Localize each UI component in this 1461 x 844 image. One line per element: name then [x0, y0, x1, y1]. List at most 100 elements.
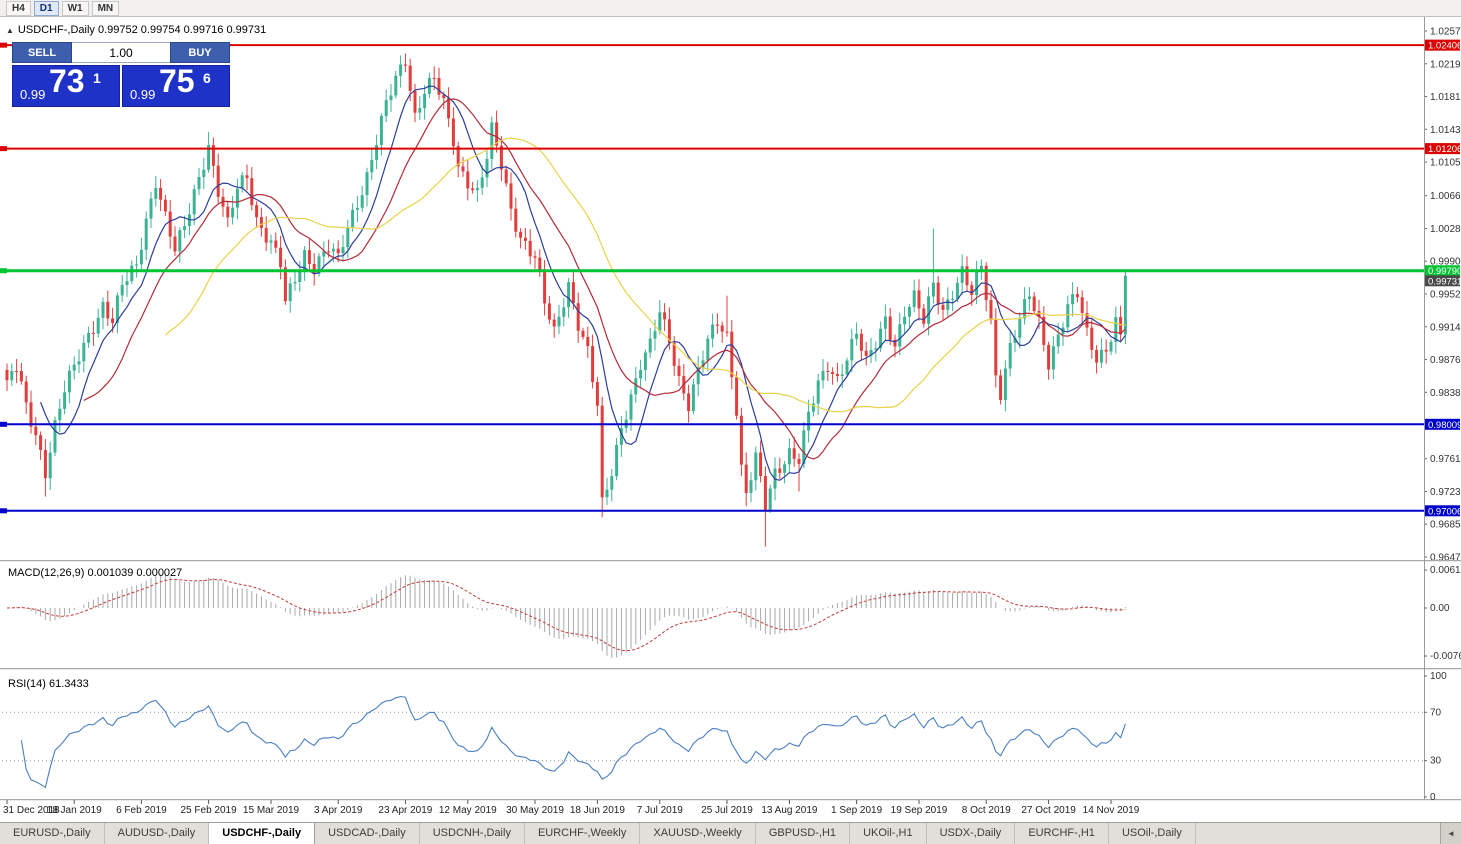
collapse-panel-icon[interactable]: ▲ — [6, 26, 14, 35]
svg-text:19 Sep 2019: 19 Sep 2019 — [891, 805, 948, 816]
svg-text:-0.007612: -0.007612 — [1430, 651, 1461, 662]
timeframe-button-h4[interactable]: H4 — [6, 0, 31, 16]
chart-tab-eurchf[interactable]: EURCHF-,Weekly — [525, 823, 641, 844]
volume-input[interactable]: 1.00 — [72, 42, 170, 63]
bid-big-digits: 73 — [49, 63, 85, 99]
svg-text:0.00: 0.00 — [1430, 603, 1450, 614]
chart-tab-usdcnh[interactable]: USDCNH-,Daily — [420, 823, 525, 844]
svg-text:30 May 2019: 30 May 2019 — [506, 805, 564, 816]
svg-text:31 Dec 2018: 31 Dec 2018 — [3, 805, 60, 816]
chart-ohlc-info: ▲ USDCHF-,Daily 0.99752 0.99754 0.99716 0… — [6, 24, 266, 36]
hlines-layer[interactable] — [0, 42, 1424, 514]
svg-text:70: 70 — [1430, 707, 1442, 718]
spinner-down-icon[interactable] — [161, 51, 167, 57]
svg-text:30: 30 — [1430, 756, 1442, 767]
macd-label: MACD(12,26,9) 0.001039 0.000027 — [8, 567, 182, 579]
bid-prefix: 0.99 — [20, 87, 46, 102]
price-tags[interactable]: 1.02406 1.01206 0.99790 0.98009 0.97006 0.997… — [1425, 39, 1461, 518]
svg-text:23 Apr 2019: 23 Apr 2019 — [378, 805, 432, 816]
timeframe-button-mn[interactable]: MN — [91, 0, 120, 16]
svg-text:25 Jul 2019: 25 Jul 2019 — [701, 805, 753, 816]
line-left-handle — [0, 268, 7, 274]
bid-pip-digit: 1 — [93, 70, 101, 86]
svg-text:100: 100 — [1430, 671, 1447, 682]
chart-ohlc-values: 0.99752 0.99754 0.99716 0.99731 — [97, 24, 267, 36]
svg-text:8 Oct 2019: 8 Oct 2019 — [962, 805, 1011, 816]
svg-text:1.01050: 1.01050 — [1430, 158, 1461, 169]
svg-text:12 May 2019: 12 May 2019 — [439, 805, 497, 816]
sell-button[interactable]: SELL — [12, 42, 72, 63]
ask-price-button[interactable]: 0.99 75 6 — [122, 63, 230, 107]
svg-text:0.99731: 0.99731 — [1428, 276, 1461, 287]
timeframe-toolbar: H4 D1 W1 MN — [0, 0, 1461, 17]
bid-price-button[interactable]: 0.99 73 1 — [12, 63, 120, 107]
svg-text:15 Mar 2019: 15 Mar 2019 — [243, 805, 300, 816]
chart-tab-bar: EURUSD-,Daily AUDUSD-,Daily USDCHF-,Daily U… — [0, 822, 1461, 844]
macd-signal-line — [6, 578, 1126, 652]
volume-spinner[interactable] — [161, 45, 167, 57]
rsi-label: RSI(14) 61.3433 — [8, 678, 89, 690]
chart-tab-usdchf[interactable]: USDCHF-,Daily — [209, 823, 316, 844]
ask-big-digits: 75 — [159, 63, 195, 99]
svg-text:25 Feb 2019: 25 Feb 2019 — [181, 805, 238, 816]
svg-text:1.02406: 1.02406 — [1428, 41, 1461, 52]
one-click-trading-panel: SELL 1.00 BUY 0.99 73 1 0.99 75 6 — [12, 42, 230, 107]
chart-symbol-period: USDCHF-,Daily — [17, 24, 95, 36]
svg-text:3 Apr 2019: 3 Apr 2019 — [314, 805, 363, 816]
svg-text:0.98009: 0.98009 — [1428, 420, 1461, 431]
svg-text:0: 0 — [1430, 792, 1436, 803]
timeframe-button-w1[interactable]: W1 — [61, 0, 89, 16]
chart-tab-usdcad[interactable]: USDCAD-,Daily — [315, 823, 420, 844]
svg-text:1.01206: 1.01206 — [1428, 144, 1461, 155]
ask-prefix: 0.99 — [130, 87, 156, 102]
chart-tab-gbpusd[interactable]: GBPUSD-,H1 — [756, 823, 851, 844]
tab-scroll-left-button[interactable]: ◄ — [1440, 823, 1461, 844]
line-left-handle — [0, 42, 7, 48]
chart-tab-audusd[interactable]: AUDUSD-,Daily — [105, 823, 210, 844]
svg-text:6 Feb 2019: 6 Feb 2019 — [116, 805, 167, 816]
svg-text:1.02570: 1.02570 — [1430, 27, 1461, 38]
ma-line-8 — [40, 85, 1126, 481]
ma-line-34 — [165, 137, 1126, 413]
svg-text:13 Aug 2019: 13 Aug 2019 — [761, 805, 818, 816]
ask-pip-digit: 6 — [203, 70, 211, 86]
chart-tab-eurchf[interactable]: EURCHF-,H1 — [1015, 823, 1109, 844]
chart-tab-usdx[interactable]: USDX-,Daily — [927, 823, 1016, 844]
timeframe-button-d1[interactable]: D1 — [33, 0, 59, 16]
svg-text:0.99790: 0.99790 — [1428, 266, 1461, 277]
svg-text:7 Jul 2019: 7 Jul 2019 — [637, 805, 684, 816]
svg-text:1.02190: 1.02190 — [1430, 59, 1461, 70]
svg-text:18 Jun 2019: 18 Jun 2019 — [570, 805, 625, 816]
candles-layer — [5, 53, 1127, 547]
svg-text:0.96470: 0.96470 — [1430, 553, 1461, 564]
chart-tab-ukoil[interactable]: UKOil-,H1 — [850, 823, 927, 844]
svg-text:1 Sep 2019: 1 Sep 2019 — [831, 805, 883, 816]
line-left-handle — [0, 146, 7, 152]
ma-line-17 — [83, 98, 1126, 460]
chart-tab-xauusd[interactable]: XAUUSD-,Weekly — [640, 823, 756, 844]
rsi-line — [20, 695, 1126, 789]
chart-tab-usoil[interactable]: USOil-,Daily — [1109, 823, 1196, 844]
macd-panel: 0.00613 0.00 -0.007612 MACD(12,26,9) 0.0010… — [6, 565, 1461, 662]
buy-button[interactable]: BUY — [170, 42, 230, 63]
svg-text:1.01810: 1.01810 — [1430, 92, 1461, 103]
svg-text:0.97006: 0.97006 — [1428, 506, 1461, 517]
line-left-handle — [0, 508, 7, 514]
svg-text:1.01430: 1.01430 — [1430, 125, 1461, 136]
rsi-panel: 100 70 30 0 RSI(14) 61.3433 — [2, 671, 1447, 803]
svg-text:1.00660: 1.00660 — [1430, 191, 1461, 202]
svg-text:14 Nov 2019: 14 Nov 2019 — [1083, 805, 1140, 816]
moving-averages-layer — [40, 85, 1126, 481]
volume-value: 1.00 — [109, 45, 133, 60]
svg-text:27 Oct 2019: 27 Oct 2019 — [1021, 805, 1076, 816]
chart-tab-eurusd[interactable]: EURUSD-,Daily — [0, 823, 105, 844]
